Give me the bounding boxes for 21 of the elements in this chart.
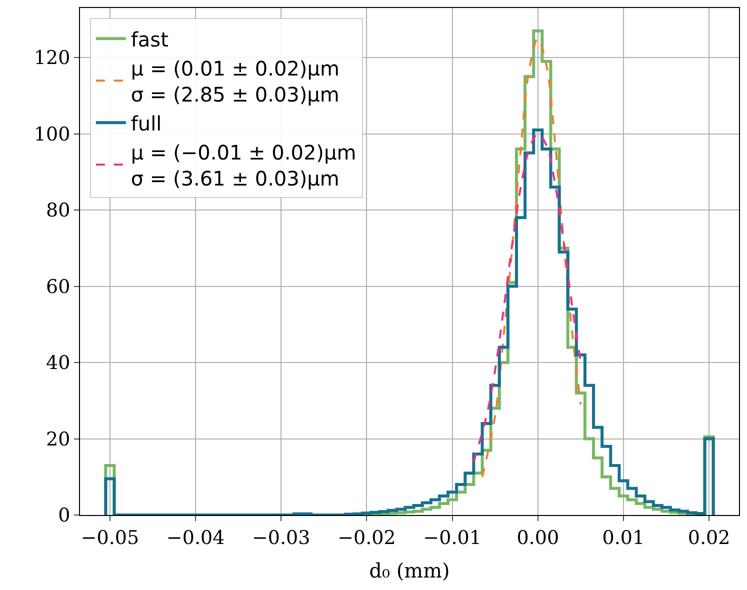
y-tick-label: 60 — [46, 276, 70, 298]
x-tick-label: −0.01 — [423, 526, 482, 549]
legend-label: μ = (−0.01 ± 0.02)μm σ = (3.61 ± 0.03)μm — [130, 140, 356, 190]
x-tick-label: −0.04 — [166, 526, 225, 549]
y-tick-label: 120 — [34, 47, 70, 70]
legend-label: full — [130, 111, 162, 136]
y-tick-label: 0 — [58, 504, 70, 527]
line-series — [472, 132, 582, 463]
y-tick-label: 40 — [46, 352, 70, 374]
x-tick-label: −0.02 — [338, 526, 396, 549]
x-tick-label: 0.02 — [688, 526, 730, 549]
legend-label: fast — [130, 27, 169, 52]
x-tick-label: 0.00 — [516, 526, 560, 549]
y-tick-label: 80 — [46, 200, 70, 222]
x-tick-label: −0.05 — [80, 526, 140, 549]
x-tick-label: −0.03 — [252, 526, 310, 549]
y-tick-label: 20 — [46, 428, 70, 450]
y-tick-label: 100 — [34, 123, 70, 146]
x-axis-title: d₀ (mm) — [369, 558, 450, 582]
x-tick-label: 0.01 — [602, 526, 645, 549]
line-series — [481, 38, 582, 478]
